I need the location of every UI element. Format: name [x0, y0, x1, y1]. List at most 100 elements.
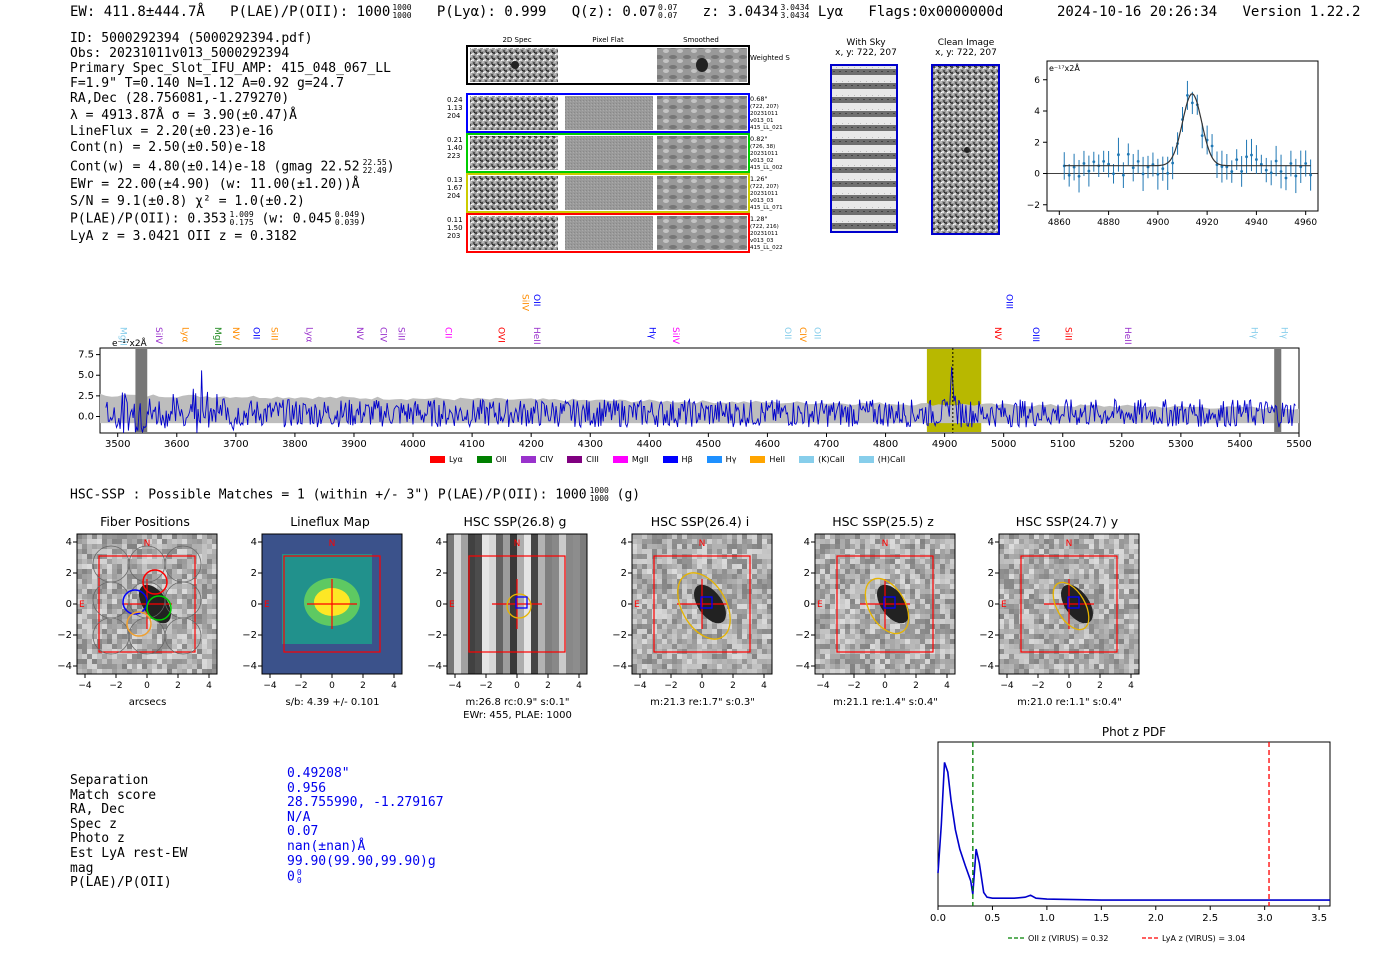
hsc-pixel — [212, 574, 217, 579]
hsc-pixel — [1069, 669, 1074, 674]
hsc-pixel — [885, 549, 890, 554]
hsc-pixel — [1119, 644, 1124, 649]
hsc-pixel — [900, 574, 905, 579]
hsc-pixel — [727, 534, 732, 539]
hsc-pixel — [82, 554, 87, 559]
hsc-pixel — [677, 539, 682, 544]
hsc-pixel — [92, 589, 97, 594]
hsc-pixel — [845, 579, 850, 584]
hsc-pixel — [732, 599, 737, 604]
hsc-pixel — [820, 649, 825, 654]
cutout-smoothed — [657, 136, 747, 170]
hsc-pixel — [840, 614, 845, 619]
hsc-pixel — [92, 599, 97, 604]
hsc-pixel — [762, 559, 767, 564]
hsc-pixel — [1079, 579, 1084, 584]
hsc-pixel — [762, 554, 767, 559]
hsc-pixel — [637, 624, 642, 629]
hsc-pixel — [945, 634, 950, 639]
hsc-pixel — [717, 579, 722, 584]
hsc-panel-svg: NE−4 −2 0 2 4 — [73, 533, 218, 691]
hsc-pixel — [212, 564, 217, 569]
hsc-pixel — [820, 609, 825, 614]
hsc-pixel — [757, 659, 762, 664]
hsc-pixel — [152, 664, 157, 669]
hsc-pixel — [1119, 549, 1124, 554]
hsc-pixel — [712, 574, 717, 579]
hsc-pixel — [1034, 574, 1039, 579]
hsc-pixel — [1079, 664, 1084, 669]
hsc-pixel — [632, 614, 637, 619]
hsc-pixel — [677, 644, 682, 649]
hsc-pixel — [647, 629, 652, 634]
hsc-pixel — [999, 669, 1004, 674]
hsc-pixel — [825, 544, 830, 549]
hsc-pixel — [712, 534, 717, 539]
hsc-pixel — [757, 584, 762, 589]
cutout-row-right-value: 0.68" — [750, 95, 767, 103]
hsc-pixel — [687, 564, 692, 569]
hsc-pixel — [820, 614, 825, 619]
hsc-pixel — [1009, 654, 1014, 659]
hsc-pixel — [122, 634, 127, 639]
photoz-chart: Phot z PDF 0.0 0.5 1.0 1.5 2.0 2.5 3.0 3.5 OII z… — [920, 722, 1340, 950]
hsc-pixel — [107, 574, 112, 579]
hsc-pixel — [940, 534, 945, 539]
hsc-pixel — [637, 609, 642, 614]
hsc-pixel — [825, 574, 830, 579]
hsc-panel-svg: NE−4 −2 0 2 4 — [258, 533, 403, 691]
hsc-pixel — [692, 569, 697, 574]
hsc-pixel — [692, 664, 697, 669]
hsc-pixel — [657, 629, 662, 634]
info-radec: RA,Dec (28.756081,-1.279270) — [70, 91, 290, 106]
hsc-pixel — [107, 669, 112, 674]
hsc-pixel — [727, 579, 732, 584]
hsc-pixel — [865, 619, 870, 624]
hsc-pixel — [87, 654, 92, 659]
hsc-pixel — [950, 654, 955, 659]
hsc-pixel — [77, 604, 82, 609]
hsc-pixel — [1119, 659, 1124, 664]
hsc-pixel — [1059, 534, 1064, 539]
hsc-pixel — [1084, 634, 1089, 639]
hsc-pixel — [880, 539, 885, 544]
hsc-pixel — [1059, 579, 1064, 584]
hsc-pixel — [127, 669, 132, 674]
info-contn: Cont(n) = 2.50(±0.50)e-18 — [70, 140, 266, 155]
hsc-pixel — [1124, 589, 1129, 594]
hsc-pixel — [712, 624, 717, 629]
hsc-pixel — [757, 534, 762, 539]
hsc-x-tick-label: 2 — [913, 681, 919, 691]
hsc-pixel — [657, 534, 662, 539]
hsc-pixel — [915, 629, 920, 634]
hsc-pixel — [950, 584, 955, 589]
hsc-pixel — [910, 539, 915, 544]
hsc-pixel — [1054, 584, 1059, 589]
hsc-pixel — [632, 539, 637, 544]
hsc-pixel — [1069, 659, 1074, 664]
hsc-pixel — [1119, 649, 1124, 654]
hsc-pixel — [1124, 599, 1129, 604]
hsc-pixel — [865, 594, 870, 599]
hsc-pixel — [732, 619, 737, 624]
hsc-pixel — [132, 624, 137, 629]
hsc-pixel — [1114, 534, 1119, 539]
hsc-pixel — [82, 654, 87, 659]
north-label: N — [882, 539, 889, 549]
hsc-pixel — [657, 644, 662, 649]
hsc-pixel — [1044, 569, 1049, 574]
hsc-pixel — [162, 664, 167, 669]
hsc-pixel — [940, 654, 945, 659]
photoz-title: Phot z PDF — [1102, 725, 1166, 739]
hsc-pixel — [717, 639, 722, 644]
hsc-pixel — [712, 559, 717, 564]
hsc-pixel — [1009, 574, 1014, 579]
hsc-pixel — [742, 569, 747, 574]
hsc-pixel — [137, 664, 142, 669]
hsc-pixel — [1044, 534, 1049, 539]
hsc-pixel — [762, 644, 767, 649]
zoom-point — [1121, 173, 1125, 177]
hsc-pixel — [850, 634, 855, 639]
hsc-pixel — [910, 534, 915, 539]
hsc-pixel — [82, 594, 87, 599]
